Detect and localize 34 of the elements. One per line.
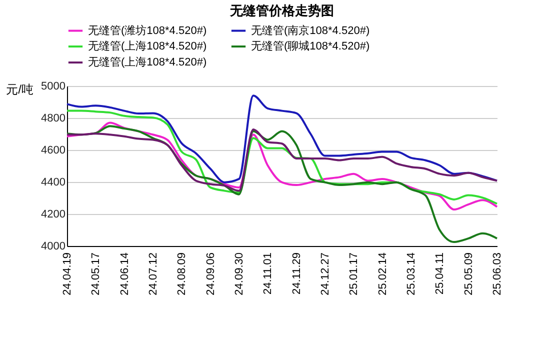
y-tick-label: 5000 — [41, 80, 66, 92]
x-tick-label: 24.09.06 — [204, 252, 217, 296]
line-series — [66, 94, 498, 184]
line-series — [66, 122, 498, 211]
chart-title: 无缝管价格走势图 — [229, 3, 334, 19]
line-series — [66, 110, 498, 205]
x-tick-label: 25.03.14 — [406, 252, 418, 296]
legend-label: 无缝管(上海108*4.520#) — [88, 40, 207, 52]
x-tick-label: 25.04.11 — [434, 252, 446, 295]
x-tick-label: 24.09.30 — [234, 252, 246, 296]
x-tick-label: 25.06.03 — [492, 252, 504, 296]
legend-label: 无缝管(南京108*4.520#) — [251, 24, 370, 37]
x-tick-label: 24.12.27 — [320, 252, 332, 296]
x-tick-label: 25.05.09 — [462, 252, 475, 296]
x-tick-label: 24.06.14 — [118, 252, 131, 296]
x-tick-label: 24.11.01 — [262, 252, 274, 295]
legend-label: 无缝管(上海108*4.520#) — [88, 56, 207, 68]
x-tick-label: 25.02.14 — [376, 252, 389, 296]
line-series — [66, 128, 498, 192]
legend-label: 无缝管(聊城108*4.520#) — [251, 40, 370, 52]
legend-label: 无缝管(潍坊108*4.520#) — [88, 24, 207, 37]
x-tick-label: 24.04.19 — [62, 252, 74, 296]
x-tick-label: 24.08.09 — [176, 252, 188, 296]
y-tick-label: 4400 — [41, 176, 66, 188]
x-tick-label: 25.01.17 — [348, 252, 360, 296]
y-tick-label: 4800 — [41, 112, 66, 124]
y-tick-label: 4600 — [41, 144, 66, 156]
x-tick-label: 24.05.17 — [90, 252, 102, 296]
y-tick-label: 4200 — [41, 208, 66, 220]
y-axis-title: 元/吨 — [6, 82, 34, 96]
y-tick-label: 4000 — [41, 240, 66, 252]
x-tick-label: 24.11.29 — [290, 252, 303, 295]
line-series — [66, 125, 498, 243]
x-tick-label: 24.07.12 — [148, 252, 160, 296]
